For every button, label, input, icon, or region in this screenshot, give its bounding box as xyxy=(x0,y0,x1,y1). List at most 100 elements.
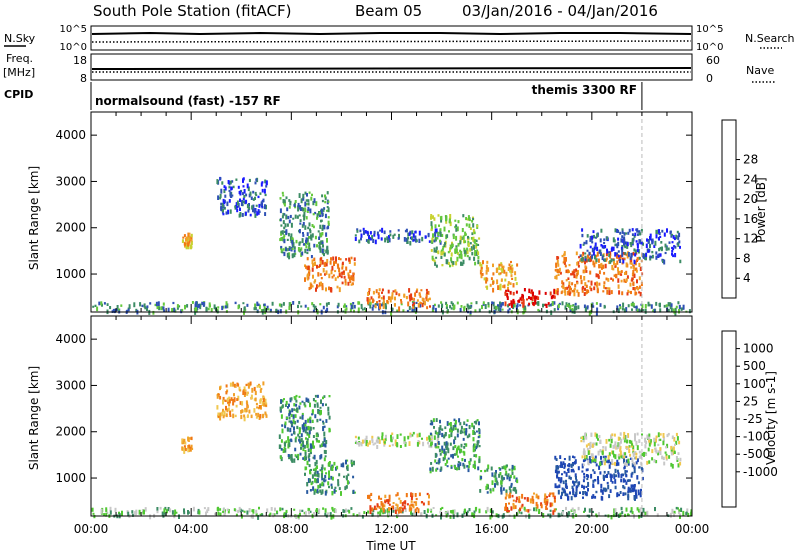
echo-cell xyxy=(634,232,637,237)
echo-cell xyxy=(330,466,333,471)
echo-cell xyxy=(275,308,278,313)
echo-cell xyxy=(426,306,429,310)
echo-cell xyxy=(435,256,438,259)
echo-cell xyxy=(629,457,632,460)
echo-cell xyxy=(507,510,510,513)
echo-cell xyxy=(636,228,639,233)
echo-cell xyxy=(611,265,614,270)
echo-cell xyxy=(475,420,478,425)
echo-cell xyxy=(326,191,329,195)
echo-cell xyxy=(630,252,633,258)
echo-cell xyxy=(495,470,497,474)
echo-cell xyxy=(219,177,222,180)
echo-cell xyxy=(338,487,341,491)
echo-cell xyxy=(463,451,466,456)
echo-cell xyxy=(557,263,560,267)
echo-cell xyxy=(584,491,587,494)
echo-cell xyxy=(178,514,180,519)
echo-cell xyxy=(337,484,340,487)
echo-cell xyxy=(383,230,386,235)
echo-cell xyxy=(587,459,590,465)
echo-cell xyxy=(319,444,322,448)
echo-cell xyxy=(556,256,559,260)
echo-cell xyxy=(383,444,386,447)
echo-cell xyxy=(269,310,272,313)
echo-cell xyxy=(417,302,420,308)
echo-cell xyxy=(623,242,625,246)
echo-cell xyxy=(666,443,669,449)
echo-cell xyxy=(577,305,580,310)
echo-cell xyxy=(653,308,656,313)
echo-cell xyxy=(512,291,515,296)
echo-cell xyxy=(369,304,372,309)
colorbar-tick-label: 28 xyxy=(743,153,758,167)
y-tick-label: 2000 xyxy=(55,221,86,235)
echo-cell xyxy=(293,458,296,463)
echo-cell xyxy=(308,236,310,239)
echo-cell xyxy=(239,212,242,217)
echo-cell xyxy=(630,489,633,492)
echo-cell xyxy=(279,309,282,314)
echo-cell xyxy=(283,446,286,451)
echo-cell xyxy=(367,510,370,514)
cpid-mode-2: themis 3300 RF xyxy=(532,83,637,97)
echo-cell xyxy=(611,481,614,484)
echo-cell xyxy=(244,407,247,411)
echo-cell xyxy=(623,232,626,236)
echo-cell xyxy=(547,513,550,516)
echo-cell xyxy=(315,201,318,207)
echo-cell xyxy=(635,452,638,456)
echo-cell xyxy=(613,508,616,514)
echo-cell xyxy=(557,303,560,309)
echo-cell xyxy=(343,303,346,308)
echo-cell xyxy=(468,256,471,261)
echo-cell xyxy=(296,425,299,430)
echo-cell xyxy=(327,512,329,515)
echo-cell xyxy=(316,465,318,469)
echo-cell xyxy=(324,194,326,198)
echo-cell xyxy=(339,258,342,261)
echo-cell xyxy=(269,512,272,515)
echo-cell xyxy=(560,495,563,500)
echo-region xyxy=(367,492,430,515)
echo-cell xyxy=(613,274,616,277)
echo-cell xyxy=(471,232,474,236)
echo-cell xyxy=(519,304,522,307)
echo-cell xyxy=(299,416,302,420)
cpid-label: CPID xyxy=(4,88,33,101)
echo-cell xyxy=(318,211,321,217)
echo-cell xyxy=(142,511,145,515)
echo-cell xyxy=(439,507,442,511)
echo-cell xyxy=(603,470,606,474)
echo-cell xyxy=(317,230,320,233)
echo-cell xyxy=(446,444,449,447)
echo-cell xyxy=(665,304,668,308)
echo-cell xyxy=(364,438,367,443)
echo-cell xyxy=(434,443,437,447)
echo-cell xyxy=(507,304,510,308)
echo-cell xyxy=(289,438,292,441)
echo-cell xyxy=(665,455,668,460)
echo-cell xyxy=(255,412,258,416)
echo-cell xyxy=(587,475,590,478)
echo-cell xyxy=(456,301,459,305)
echo-region xyxy=(354,431,444,449)
echo-cell xyxy=(598,282,601,286)
echo-cell xyxy=(440,514,442,520)
echo-cell xyxy=(583,450,586,456)
echo-cell xyxy=(386,300,389,303)
echo-cell xyxy=(659,450,662,455)
colorbar-tick-label: 100 xyxy=(743,377,766,391)
echo-cell xyxy=(578,256,581,259)
echo-cell xyxy=(298,405,301,410)
echo-cell xyxy=(324,479,327,482)
echo-cell xyxy=(331,509,334,512)
echo-cell xyxy=(390,311,393,316)
echo-cell xyxy=(392,436,394,440)
echo-cell xyxy=(502,477,505,480)
echo-cell xyxy=(671,249,674,253)
echo-region xyxy=(504,288,556,308)
echo-cell xyxy=(627,252,630,257)
echo-cell xyxy=(551,492,554,495)
echo-cell xyxy=(252,198,255,201)
